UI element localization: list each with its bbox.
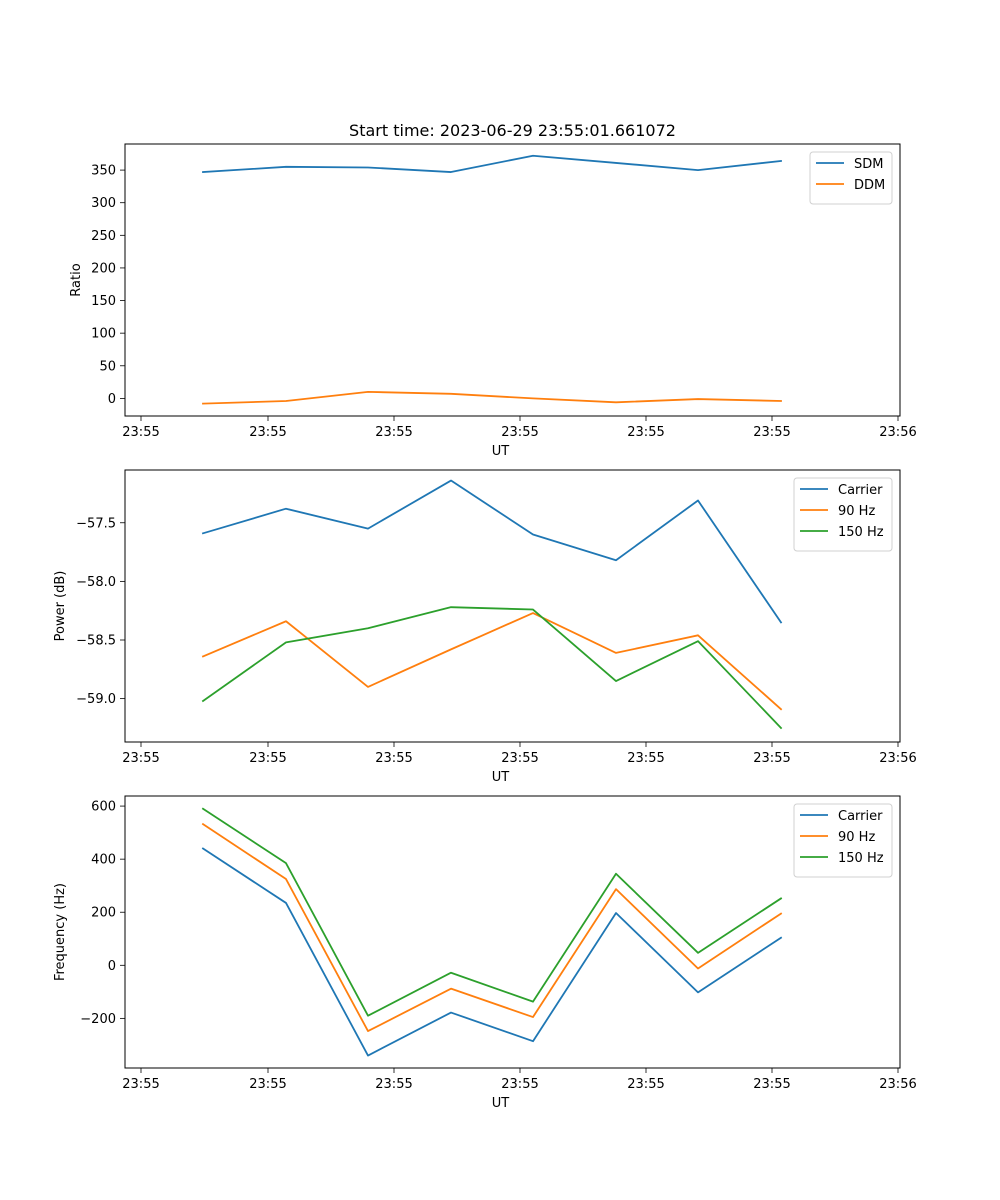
y-axis-label: Ratio	[69, 263, 84, 296]
legend-label: Carrier	[838, 483, 883, 498]
x-tick-label: 23:55	[627, 1077, 664, 1092]
y-axis-label: Power (dB)	[53, 571, 68, 642]
y-tick-label: −58.0	[76, 575, 116, 590]
y-tick-label: 100	[91, 327, 116, 342]
series-line-sdm	[202, 154, 782, 174]
x-tick-label: 23:55	[627, 751, 664, 766]
y-tick-label: 50	[99, 359, 116, 374]
chart-panel-2: 23:55 23:55 23:55 23:55 23:55 23:55 23:56 UT −57…	[53, 469, 917, 785]
chart-title: Start time: 2023-06-29 23:55:01.661072	[349, 121, 676, 140]
y-tick-label: 600	[91, 800, 116, 815]
x-tick-label: 23:55	[122, 751, 159, 766]
y-tick-label: −57.5	[76, 516, 116, 531]
y-tick-label: 0	[108, 392, 116, 407]
chart-panel-3: 23:55 23:55 23:55 23:55 23:55 23:55 23:56 UT 600…	[53, 795, 917, 1111]
x-tick-label: 23:55	[375, 751, 412, 766]
legend-label: 90 Hz	[838, 504, 875, 519]
series-line-150-hz	[201, 606, 783, 730]
x-tick-label: 23:55	[122, 425, 159, 440]
x-tick-label: 23:55	[753, 751, 790, 766]
x-tick-label: 23:55	[753, 425, 790, 440]
series-line-ddm	[202, 390, 782, 405]
y-tick-label: 400	[91, 853, 116, 868]
y-tick-label: −200	[80, 1012, 116, 1027]
legend: SDM DDM	[809, 151, 893, 205]
y-tick-label: 0	[108, 959, 116, 974]
legend-label: 150 Hz	[838, 525, 884, 540]
series-line-90-hz	[201, 612, 783, 711]
series-line-90-hz	[201, 822, 783, 1033]
x-tick-label: 23:55	[122, 1077, 159, 1092]
x-tick-label: 23:55	[249, 1077, 286, 1092]
y-tick-label: 200	[91, 261, 116, 276]
legend-label: 150 Hz	[838, 851, 884, 866]
x-axis-label: UT	[492, 444, 510, 459]
legend-label: DDM	[854, 178, 885, 193]
x-tick-label: 23:55	[753, 1077, 790, 1092]
legend-box	[793, 803, 893, 878]
x-tick-label: 23:55	[501, 1077, 538, 1092]
axes-frame	[124, 469, 901, 743]
series-line-carrier	[201, 847, 783, 1057]
x-axis-label: UT	[492, 1096, 510, 1111]
y-tick-label: −58.5	[76, 634, 116, 649]
legend-box	[809, 151, 893, 205]
x-tick-label: 23:55	[249, 751, 286, 766]
legend-box	[793, 477, 893, 552]
y-tick-label: −59.0	[76, 692, 116, 707]
y-tick-label: 300	[91, 196, 116, 211]
legend: Carrier 90 Hz 150 Hz	[793, 477, 893, 552]
x-tick-label: 23:56	[879, 751, 916, 766]
x-axis-label: UT	[492, 770, 510, 785]
legend-label: SDM	[854, 157, 883, 172]
legend-label: 90 Hz	[838, 830, 875, 845]
y-tick-label: 150	[91, 294, 116, 309]
series-line-150-hz	[201, 807, 783, 1017]
x-tick-label: 23:55	[501, 425, 538, 440]
x-tick-label: 23:55	[249, 425, 286, 440]
x-tick-label: 23:55	[501, 751, 538, 766]
legend: Carrier 90 Hz 150 Hz	[793, 803, 893, 878]
legend-label: Carrier	[838, 809, 883, 824]
series-line-carrier	[201, 479, 783, 624]
y-axis-label: Frequency (Hz)	[53, 883, 68, 981]
chart-panel-1: Start time: 2023-06-29 23:55:01.661072 23…	[69, 121, 917, 459]
x-tick-label: 23:55	[627, 425, 664, 440]
x-tick-label: 23:56	[879, 425, 916, 440]
x-tick-label: 23:55	[375, 425, 412, 440]
y-tick-label: 200	[91, 906, 116, 921]
axes-frame	[124, 143, 901, 417]
axes-frame	[124, 795, 901, 1069]
y-tick-label: 350	[91, 164, 116, 179]
x-tick-label: 23:55	[375, 1077, 412, 1092]
x-tick-label: 23:56	[879, 1077, 916, 1092]
y-tick-label: 250	[91, 229, 116, 244]
